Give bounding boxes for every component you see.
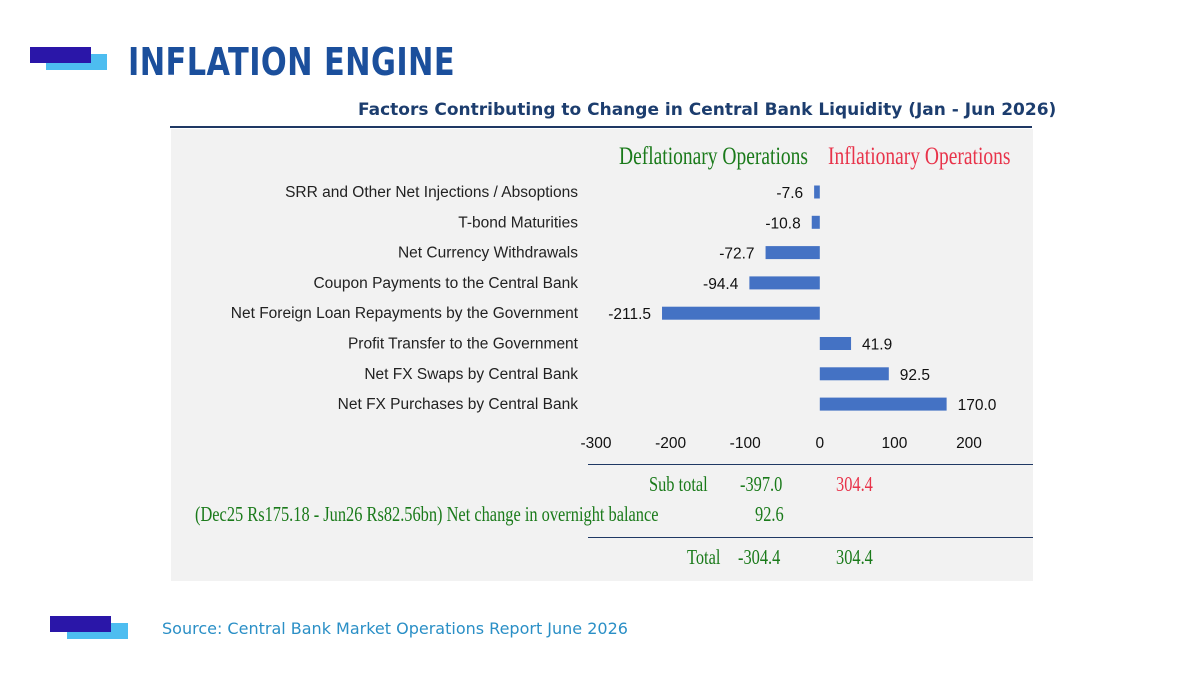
source-note: Source: Central Bank Market Operations R… xyxy=(162,619,628,638)
x-tick-label: -200 xyxy=(655,435,686,452)
data-label: -94.4 xyxy=(703,276,739,293)
category-label: Net Currency Withdrawals xyxy=(398,245,578,262)
bar xyxy=(662,306,820,320)
subtotal-rule xyxy=(588,464,1033,465)
chart-title: Factors Contributing to Change in Centra… xyxy=(358,100,1057,120)
bar xyxy=(749,276,820,290)
data-label: 92.5 xyxy=(900,367,930,384)
slide-title: INFLATION ENGINE xyxy=(128,40,456,84)
value-labels: -7.6 -10.8 -72.7 -94.4 -211.5 41.9 92.5 170.0 xyxy=(608,185,997,414)
decor-block-bottom-dark xyxy=(50,616,111,632)
x-axis-ticks: -300 -200 -100 0 100 200 xyxy=(580,435,982,452)
chart-panel xyxy=(171,129,1033,581)
bar xyxy=(811,215,820,229)
total-label: Total xyxy=(687,545,721,569)
total-rule xyxy=(588,537,1033,538)
overnight-value: 92.6 xyxy=(755,502,784,526)
bar xyxy=(765,246,820,260)
decor-block-top-dark xyxy=(30,47,91,63)
category-label: Profit Transfer to the Government xyxy=(348,336,579,353)
x-tick-label: 200 xyxy=(956,435,982,452)
x-tick-label: -300 xyxy=(580,435,611,452)
bar xyxy=(819,337,852,350)
category-label: Net FX Swaps by Central Bank xyxy=(364,366,578,383)
x-tick-label: -100 xyxy=(730,435,761,452)
category-label: SRR and Other Net Injections / Absoption… xyxy=(285,184,578,201)
data-label: 41.9 xyxy=(862,337,892,354)
overnight-label: (Dec25 Rs175.18 - Jun26 Rs82.56bn) Net c… xyxy=(195,502,659,526)
subtotal-inflationary: 304.4 xyxy=(836,472,873,496)
bars xyxy=(662,185,947,411)
total-inflationary: 304.4 xyxy=(836,545,873,569)
data-label: -211.5 xyxy=(608,306,651,323)
inflationary-header: Inflationary Operations xyxy=(828,143,1011,170)
chart-title-rule xyxy=(170,126,1032,128)
x-tick-label: 0 xyxy=(815,435,824,452)
bar xyxy=(819,397,947,411)
data-label: -72.7 xyxy=(719,246,754,263)
bar xyxy=(819,367,889,381)
deflationary-header: Deflationary Operations xyxy=(619,143,808,170)
x-tick-label: 100 xyxy=(881,435,907,452)
bar xyxy=(814,185,820,199)
data-label: -10.8 xyxy=(765,215,800,232)
data-label: -7.6 xyxy=(776,185,803,202)
subtotal-label: Sub total xyxy=(649,472,708,496)
total-deflationary: -304.4 xyxy=(738,545,781,569)
category-label: Net FX Purchases by Central Bank xyxy=(338,396,579,413)
category-label: T-bond Maturities xyxy=(458,214,578,231)
subtotal-deflationary: -397.0 xyxy=(740,472,783,496)
category-label: Net Foreign Loan Repayments by the Gover… xyxy=(231,305,579,322)
category-label: Coupon Payments to the Central Bank xyxy=(313,275,578,292)
category-labels: SRR and Other Net Injections / Absoption… xyxy=(231,184,579,413)
data-label: 170.0 xyxy=(958,397,997,414)
